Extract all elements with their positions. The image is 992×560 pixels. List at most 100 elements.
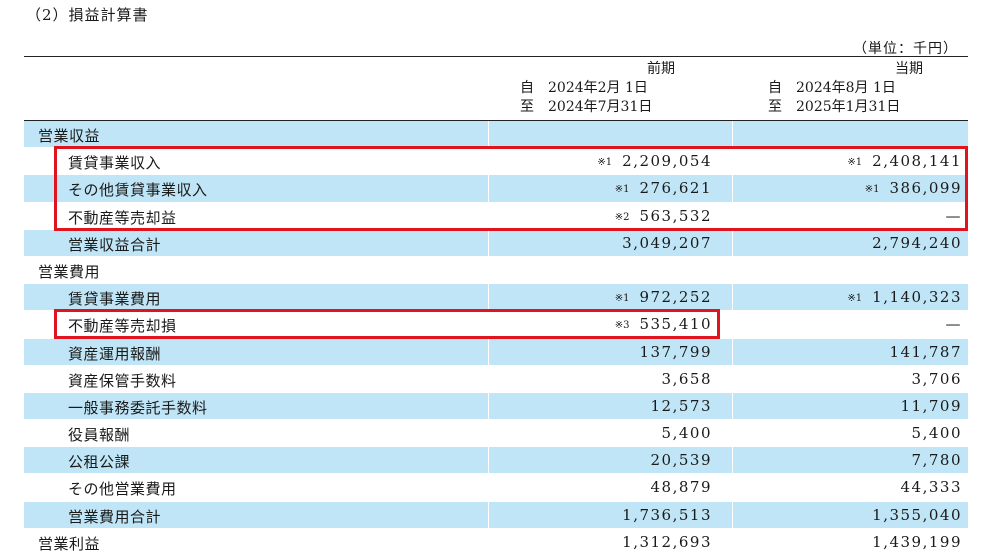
current-amount: 2,408,141 [872, 152, 962, 171]
column-divider [488, 284, 489, 311]
row-label: 営業収益合計 [68, 235, 162, 254]
current-amount: 11,709 [900, 396, 962, 415]
row-label: 不動産等売却損 [68, 317, 177, 336]
current-amount: 3,706 [911, 369, 962, 388]
column-divider [732, 365, 733, 392]
prior-period-from: 自 2024年2月 1日 [520, 80, 648, 96]
row-label: 賃貸事業費用 [68, 290, 162, 309]
prior-amount: 20,539 [650, 451, 712, 470]
footnote-marker: ※3 [614, 320, 630, 332]
current-amount: — [945, 315, 962, 334]
column-divider [732, 148, 733, 175]
prior-amount-cell: 1,312,693 [622, 533, 712, 551]
prior-amount-cell: 20,539 [651, 451, 713, 469]
table-row: 営業収益合計 3,049,207 2,794,240 [24, 229, 968, 257]
column-divider [732, 202, 733, 229]
current-amount: 141,787 [889, 342, 962, 361]
column-divider [732, 528, 733, 555]
highlight-box-sale-loss [54, 309, 720, 339]
column-divider [488, 392, 489, 420]
prior-amount: 535,410 [639, 315, 712, 334]
column-divider [732, 392, 733, 420]
prior-period-label: 前期 [647, 61, 675, 77]
header-rule [24, 120, 968, 121]
table-row: 不動産等売却損 ※3 535,410 — [24, 311, 968, 339]
table-row: 営業利益 1,312,693 1,439,199 [24, 528, 968, 556]
prior-amount: 1,736,513 [622, 505, 712, 524]
column-divider [488, 202, 489, 229]
current-amount-cell: 1,355,040 [872, 506, 962, 524]
current-amount: 1,140,323 [872, 288, 962, 307]
row-label: 賃貸事業収入 [68, 154, 162, 173]
row-label: 資産保管手数料 [68, 371, 177, 390]
current-amount-cell: 11,709 [901, 397, 963, 415]
row-label: 公租公課 [68, 453, 131, 472]
prior-amount: 2,209,054 [622, 152, 712, 171]
prior-amount-cell: ※3 535,410 [615, 315, 712, 333]
prior-amount-cell: 137,799 [639, 343, 712, 361]
table-row: 公租公課 20,539 7,780 [24, 447, 968, 475]
current-amount-cell: ※1 2,408,141 [847, 152, 962, 170]
current-amount-cell: 7,780 [912, 451, 962, 469]
column-divider [732, 175, 733, 202]
statement-table: 営業収益賃貸事業収入 ※1 2,209,054 ※1 2,408,141 その他賃貸事業収… [24, 121, 968, 556]
footnote-marker: ※2 [614, 211, 630, 223]
row-label: 役員報酬 [68, 426, 131, 445]
column-divider [732, 311, 733, 338]
current-amount: 44,333 [900, 478, 962, 497]
prior-period-to: 至 2024年7月31日 [520, 99, 653, 115]
current-amount-cell: 44,333 [901, 478, 963, 496]
current-amount-cell: 1,439,199 [872, 533, 962, 551]
table-row: 賃貸事業費用 ※1 972,252 ※1 1,140,323 [24, 284, 968, 312]
current-amount: 5,400 [911, 424, 962, 443]
table-row: 一般事務委託手数料 12,573 11,709 [24, 392, 968, 421]
column-divider [732, 338, 733, 365]
row-label: 営業費用合計 [68, 507, 162, 526]
row-label: 営業利益 [38, 534, 101, 553]
prior-amount: 972,252 [639, 288, 712, 307]
column-divider [488, 175, 489, 202]
prior-amount: 12,573 [650, 396, 712, 415]
current-amount-cell: ※1 386,099 [865, 179, 962, 197]
column-header-current: 当期 自 2024年8月 1日 至 2025年1月31日 [768, 60, 992, 117]
prior-amount-cell: 5,400 [662, 424, 712, 442]
prior-amount: 3,658 [661, 369, 712, 388]
highlight-box-revenue [54, 146, 968, 231]
column-divider [488, 501, 489, 528]
prior-amount-cell: 12,573 [651, 397, 713, 415]
prior-amount: 5,400 [661, 424, 712, 443]
table-row: その他営業費用 48,879 44,333 [24, 474, 968, 502]
current-amount: — [945, 206, 962, 225]
footnote-marker: ※1 [614, 184, 630, 196]
current-amount-cell: — [946, 207, 963, 225]
column-divider [488, 311, 489, 338]
column-header-prior: 前期 自 2024年2月 1日 至 2024年7月31日 [520, 60, 750, 117]
current-amount: 7,780 [911, 451, 962, 470]
prior-amount-cell: 3,049,207 [622, 234, 712, 252]
current-period-label: 当期 [895, 61, 923, 77]
table-row: 営業費用 [24, 256, 968, 285]
table-row: その他賃貸事業収入 ※1 276,621 ※1 386,099 [24, 175, 968, 203]
column-divider [732, 501, 733, 528]
prior-amount-cell: 1,736,513 [622, 506, 712, 524]
prior-amount: 276,621 [639, 179, 712, 198]
prior-amount-cell: 3,658 [662, 370, 712, 388]
column-divider [732, 256, 733, 284]
column-divider [732, 229, 733, 256]
statement-title: （2）損益計算書 [26, 6, 149, 24]
column-divider [488, 148, 489, 175]
row-label: 営業収益 [38, 127, 101, 145]
row-label: 一般事務委託手数料 [68, 398, 208, 417]
row-label: その他賃貸事業収入 [68, 181, 208, 200]
column-divider [488, 528, 489, 555]
column-divider [488, 420, 489, 447]
top-rule [24, 56, 968, 57]
current-amount-cell: ※1 1,140,323 [847, 288, 962, 306]
prior-amount: 1,312,693 [622, 532, 712, 551]
current-amount: 2,794,240 [872, 233, 962, 252]
prior-amount: 563,532 [639, 206, 712, 225]
column-divider [488, 338, 489, 365]
current-period-to: 至 2025年1月31日 [768, 99, 901, 115]
row-label: その他営業費用 [68, 480, 177, 499]
column-divider [732, 420, 733, 447]
